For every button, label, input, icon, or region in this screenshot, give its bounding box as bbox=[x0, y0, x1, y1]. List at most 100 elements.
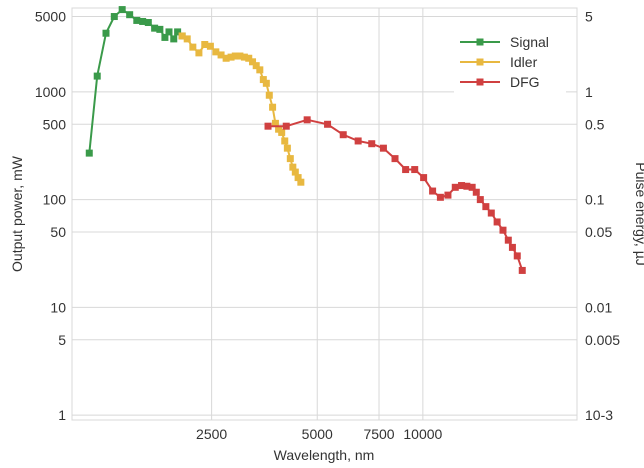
dfg-point bbox=[487, 209, 495, 217]
dfg-point bbox=[324, 120, 332, 128]
dfg-point bbox=[411, 166, 419, 174]
idler-point bbox=[227, 53, 235, 61]
series-layer bbox=[85, 6, 526, 274]
signal-point bbox=[151, 24, 159, 32]
dfg-point bbox=[508, 243, 516, 251]
idler-point bbox=[278, 128, 286, 136]
idler-point bbox=[206, 42, 214, 50]
signal-point bbox=[110, 13, 118, 21]
idler-point bbox=[286, 155, 294, 163]
dfg-point bbox=[264, 122, 272, 130]
idler-point bbox=[189, 43, 197, 51]
signal-point bbox=[93, 72, 101, 80]
idler-point bbox=[212, 48, 220, 56]
legend-background bbox=[454, 28, 566, 100]
idler-point bbox=[262, 79, 270, 87]
y-axis-left-title: Output power, mW bbox=[9, 155, 25, 272]
signal-point bbox=[156, 25, 164, 33]
dfg-point bbox=[482, 203, 490, 211]
series-dfg bbox=[264, 116, 526, 274]
dfg-point bbox=[282, 122, 290, 130]
signal-point bbox=[118, 6, 126, 14]
idler-point bbox=[245, 54, 253, 62]
idler-point bbox=[283, 144, 291, 152]
x-axis-title: Wavelength, nm bbox=[274, 447, 375, 463]
idler-point bbox=[249, 58, 257, 66]
idler-point bbox=[259, 76, 267, 84]
signal-point bbox=[139, 17, 147, 25]
idler-point bbox=[201, 41, 209, 49]
y-left-tick-label: 1000 bbox=[35, 84, 66, 100]
y-right-tick-label: 5 bbox=[585, 9, 593, 25]
dfg-point bbox=[472, 188, 480, 196]
legend: Signal Idler DFG bbox=[454, 28, 566, 100]
dfg-point bbox=[429, 187, 437, 195]
idler-point bbox=[222, 54, 230, 62]
signal-point bbox=[144, 19, 152, 27]
dfg-point bbox=[339, 131, 347, 139]
y-axis-right-title: Pulse energy, µJ bbox=[633, 162, 644, 266]
legend-marker-signal bbox=[476, 38, 484, 46]
idler-point bbox=[236, 52, 244, 60]
legend-marker-dfg bbox=[476, 78, 484, 86]
idler-point bbox=[240, 53, 248, 61]
y-left-tick-label: 500 bbox=[43, 116, 67, 132]
dfg-point bbox=[420, 174, 428, 182]
y-right-tick-label: 0.1 bbox=[585, 192, 605, 208]
signal-point bbox=[170, 35, 178, 43]
dfg-point bbox=[402, 166, 410, 174]
y-axis-right-ticks: 10-3 0.005 0.01 0.05 0.1 0.5 1 5 bbox=[585, 9, 620, 424]
signal-point bbox=[174, 28, 182, 36]
y-right-tick-label: 10-3 bbox=[585, 407, 613, 423]
dfg-point bbox=[368, 140, 376, 148]
y-right-tick-label: 0.05 bbox=[585, 224, 612, 240]
dfg-point bbox=[476, 196, 484, 204]
x-tick-label: 7500 bbox=[363, 426, 394, 442]
y-right-tick-label: 0.01 bbox=[585, 299, 612, 315]
idler-point bbox=[294, 174, 302, 182]
dfg-point bbox=[379, 144, 387, 152]
y-left-tick-label: 1 bbox=[58, 407, 66, 423]
idler-point bbox=[291, 168, 299, 176]
x-tick-label: 10000 bbox=[403, 426, 442, 442]
dfg-point bbox=[504, 236, 512, 244]
signal-point bbox=[133, 16, 141, 24]
y-left-tick-label: 5000 bbox=[35, 9, 66, 25]
dfg-point bbox=[499, 226, 507, 234]
signal-point bbox=[126, 11, 134, 19]
idler-point bbox=[265, 91, 273, 99]
x-tick-label: 5000 bbox=[302, 426, 333, 442]
idler-point bbox=[281, 137, 289, 145]
y-left-tick-label: 5 bbox=[58, 332, 66, 348]
dfg-point bbox=[436, 193, 444, 201]
idler-point bbox=[256, 66, 264, 74]
y-right-tick-label: 1 bbox=[585, 84, 593, 100]
y-right-tick-label: 0.005 bbox=[585, 332, 620, 348]
series-idler bbox=[178, 32, 305, 186]
signal-point bbox=[102, 29, 110, 37]
dfg-point bbox=[463, 182, 471, 190]
dfg-point bbox=[444, 191, 452, 199]
x-axis-ticks: 2500 5000 7500 10000 bbox=[196, 426, 442, 442]
x-tick-label: 2500 bbox=[196, 426, 227, 442]
signal-point bbox=[165, 28, 173, 36]
signal-point bbox=[85, 149, 93, 157]
dfg-point bbox=[458, 182, 466, 190]
series-signal bbox=[85, 6, 186, 157]
y-axis-left-ticks: 1 5 10 50 100 500 1000 5000 bbox=[35, 9, 66, 424]
dfg-point bbox=[451, 183, 459, 191]
dfg-point bbox=[468, 183, 476, 191]
dfg-point bbox=[303, 116, 311, 124]
y-left-tick-label: 10 bbox=[50, 299, 66, 315]
legend-marker-idler bbox=[476, 58, 484, 66]
dfg-point bbox=[518, 266, 526, 274]
dfg-point bbox=[513, 252, 521, 260]
legend-label-idler: Idler bbox=[510, 54, 538, 70]
idler-point bbox=[231, 52, 239, 60]
idler-point bbox=[217, 51, 225, 59]
idler-point bbox=[195, 49, 203, 57]
y-right-tick-label: 0.5 bbox=[585, 116, 605, 132]
idler-point bbox=[178, 32, 186, 40]
dfg-point bbox=[493, 218, 501, 226]
